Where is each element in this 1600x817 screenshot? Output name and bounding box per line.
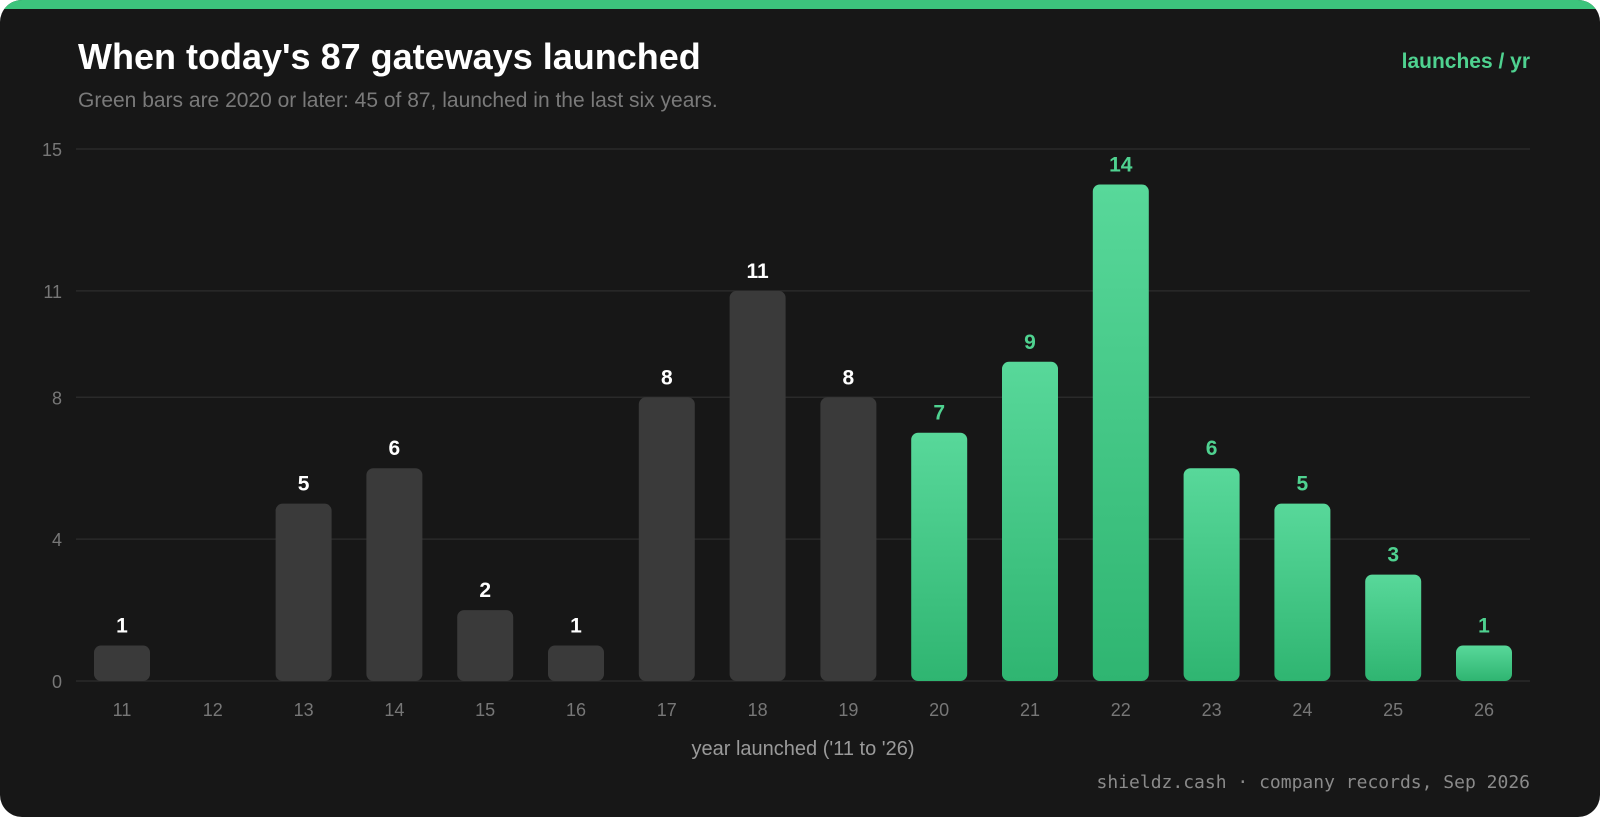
y-axis-ticks: 0 4 8 11 15 bbox=[42, 140, 62, 692]
x-tick-label: 11 bbox=[113, 700, 132, 720]
bar-value-label: 5 bbox=[1297, 473, 1309, 496]
bar-highlighted bbox=[1092, 184, 1149, 681]
bar bbox=[457, 610, 514, 681]
x-tick-label: 21 bbox=[1020, 700, 1040, 720]
bars bbox=[94, 184, 1512, 681]
bar-value-label: 3 bbox=[1387, 544, 1399, 567]
bar-highlighted bbox=[1365, 574, 1422, 681]
x-tick-label: 24 bbox=[1292, 700, 1312, 720]
bar-highlighted bbox=[1183, 468, 1240, 681]
bar-highlighted bbox=[1274, 503, 1331, 681]
bar-value-label: 5 bbox=[298, 473, 310, 496]
accent-bar bbox=[0, 0, 1600, 9]
bar-value-label: 6 bbox=[1206, 437, 1218, 460]
x-tick-label: 14 bbox=[384, 700, 404, 720]
chart-title: When today's 87 gateways launched bbox=[78, 36, 701, 77]
bar-value-label: 6 bbox=[389, 437, 401, 460]
bar-highlighted bbox=[1002, 361, 1058, 681]
x-tick-label: 15 bbox=[475, 700, 495, 720]
x-tick-label: 23 bbox=[1202, 700, 1222, 720]
x-tick-label: 17 bbox=[657, 700, 677, 720]
x-axis-title: year launched ('11 to '26) bbox=[692, 738, 915, 760]
x-tick-label: 12 bbox=[203, 700, 223, 720]
x-axis-ticks: 11 12 13 14 15 16 17 18 19 20 21 22 23 24 25 26 bbox=[113, 700, 1494, 720]
bar-highlighted bbox=[911, 432, 968, 681]
x-tick-label: 22 bbox=[1111, 700, 1131, 720]
chart-subtitle: Green bars are 2020 or later: 45 of 87, … bbox=[78, 89, 718, 112]
x-tick-label: 13 bbox=[294, 700, 314, 720]
bar-value-label: 1 bbox=[1478, 615, 1490, 638]
bar bbox=[638, 397, 695, 681]
bar bbox=[548, 645, 604, 681]
bar bbox=[729, 290, 786, 681]
value-labels: 1 5 6 2 1 8 11 8 7 9 14 6 5 3 1 bbox=[116, 153, 1490, 637]
bar-value-label: 11 bbox=[746, 260, 769, 283]
x-tick-label: 20 bbox=[929, 700, 949, 720]
bar-value-label: 8 bbox=[843, 366, 855, 389]
x-tick-label: 19 bbox=[838, 700, 858, 720]
y-tick-label: 0 bbox=[52, 672, 62, 692]
bar bbox=[366, 468, 423, 681]
bar-value-label: 1 bbox=[116, 615, 128, 638]
bar-value-label: 9 bbox=[1024, 331, 1036, 354]
bar-value-label: 8 bbox=[661, 366, 673, 389]
y-tick-label: 4 bbox=[52, 530, 62, 550]
unit-label: launches / yr bbox=[1401, 50, 1530, 73]
x-tick-label: 16 bbox=[566, 700, 586, 720]
y-tick-label: 11 bbox=[43, 282, 62, 302]
x-tick-label: 26 bbox=[1474, 700, 1494, 720]
bar-value-label: 7 bbox=[933, 402, 945, 425]
bar-value-label: 1 bbox=[570, 615, 582, 638]
bar bbox=[275, 503, 332, 681]
y-tick-label: 8 bbox=[52, 388, 62, 408]
x-tick-label: 18 bbox=[748, 700, 768, 720]
bar-value-label: 14 bbox=[1109, 153, 1133, 176]
bar bbox=[94, 645, 150, 681]
y-tick-label: 15 bbox=[42, 140, 62, 160]
bar bbox=[820, 397, 877, 681]
x-tick-label: 25 bbox=[1383, 700, 1403, 720]
bar-value-label: 2 bbox=[479, 579, 491, 602]
bar-highlighted bbox=[1456, 645, 1512, 681]
source-note: shieldz.cash · company records, Sep 2026 bbox=[1096, 772, 1530, 793]
